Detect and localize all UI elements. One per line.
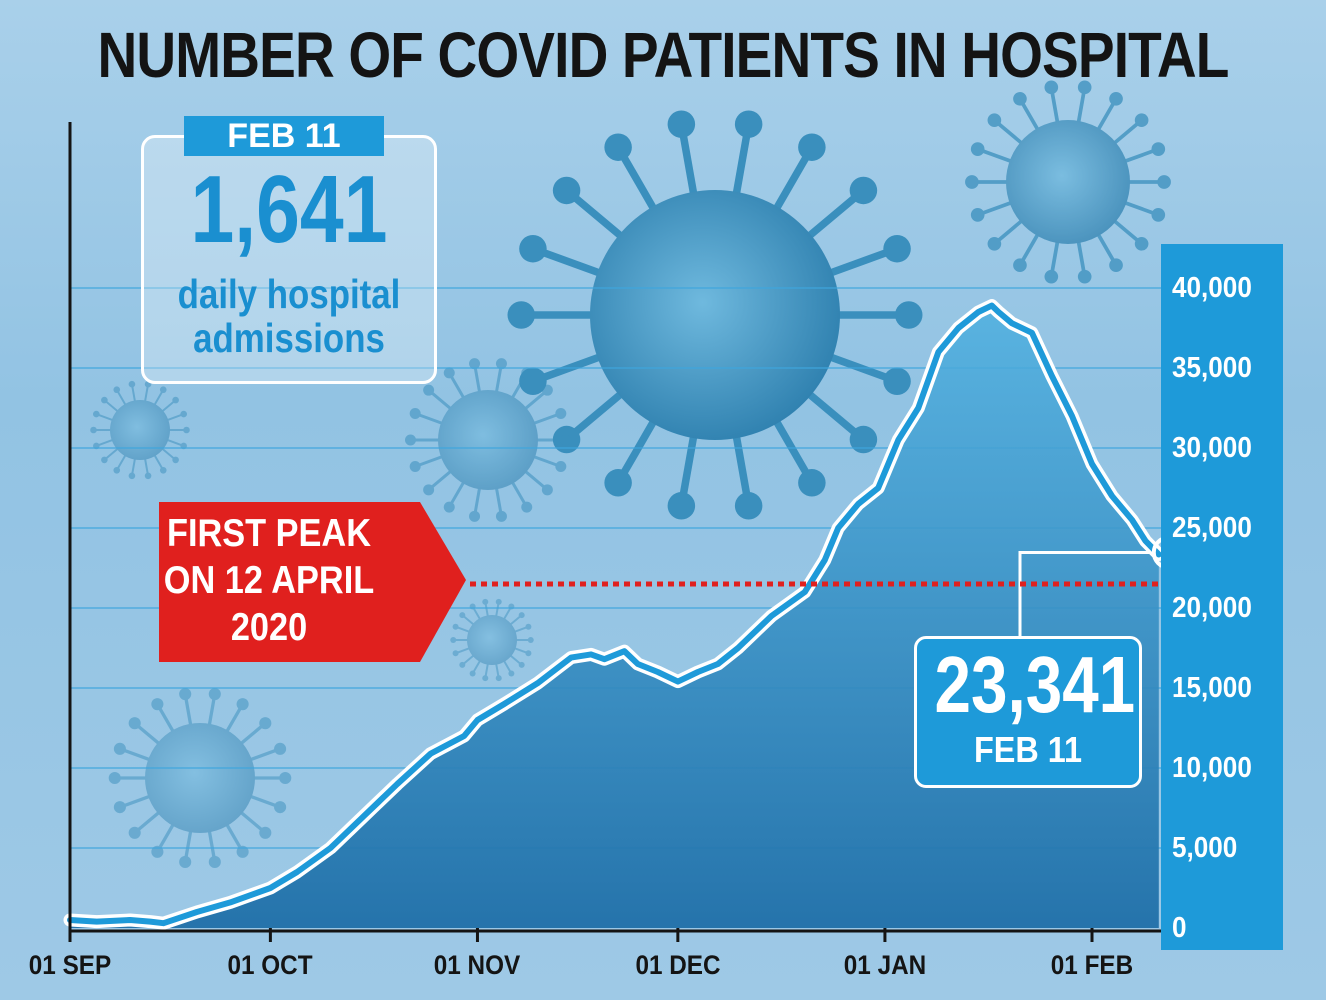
- area-layer: [63, 299, 1186, 930]
- virus-icon: [405, 358, 571, 522]
- y-tick-label: 10,000: [1172, 752, 1252, 784]
- y-axis-panel: [1161, 244, 1283, 950]
- chart-title: NUMBER OF COVID PATIENTS IN HOSPITAL: [97, 19, 1229, 91]
- y-tick-label: 40,000: [1172, 272, 1252, 304]
- admissions-value: 1,641: [190, 156, 388, 263]
- first-peak-layer: [159, 502, 1161, 662]
- latest-date: FEB 11: [973, 729, 1083, 770]
- virus-icon: [90, 380, 190, 480]
- y-tick-label: 30,000: [1172, 432, 1252, 464]
- y-tick-label: 25,000: [1172, 512, 1252, 544]
- series-area: [70, 305, 1159, 929]
- x-tick-label: 01 SEP: [28, 950, 112, 980]
- virus-decorations: [90, 80, 1171, 869]
- x-tick-label: 01 NOV: [434, 950, 521, 980]
- y-tick-label: 15,000: [1172, 672, 1252, 704]
- y-tick-label: 0: [1172, 912, 1187, 944]
- latest-value: 23,341: [934, 640, 1136, 729]
- first-peak-label: FIRST PEAK ON 12 APRIL 2020: [163, 512, 375, 649]
- latest-connector: [1018, 551, 1151, 636]
- virus-icon: [450, 598, 534, 682]
- x-tick-label: 01 DEC: [635, 950, 721, 980]
- first-peak-arrow: [159, 502, 466, 662]
- x-tick-label: 01 JAN: [843, 950, 927, 980]
- virus-icon: [108, 687, 292, 869]
- x-axis: [68, 122, 1161, 942]
- x-tick-label: 01 FEB: [1050, 950, 1134, 980]
- virus-icon: [965, 80, 1171, 284]
- y-tick-label: 5,000: [1172, 832, 1238, 864]
- y-tick-label: 35,000: [1172, 352, 1252, 384]
- admissions-date-tag: FEB 11: [184, 116, 384, 156]
- y-tick-label: 20,000: [1172, 592, 1252, 624]
- x-tick-label: 01 OCT: [227, 950, 313, 980]
- admissions-description: daily hospital admissions: [177, 271, 401, 361]
- latest-callout: [914, 636, 1142, 788]
- virus-icon: [507, 110, 923, 520]
